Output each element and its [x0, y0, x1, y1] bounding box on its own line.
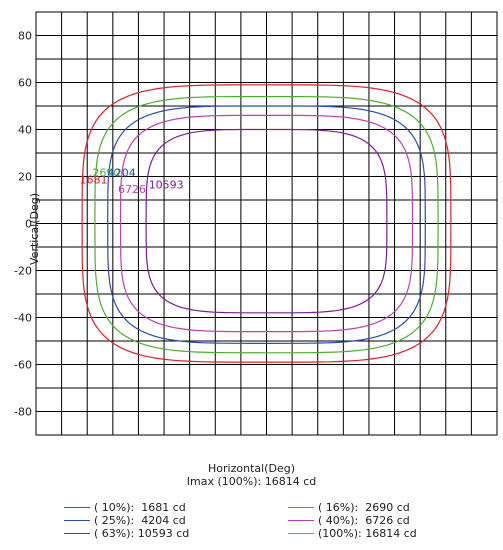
contour-line	[107, 105, 426, 344]
ticks: -80-60-40-20020406080806040200-20-40-60-…	[14, 30, 32, 419]
plot-frame	[35, 11, 498, 436]
legend-swatch	[288, 520, 314, 521]
grid	[36, 12, 497, 435]
y-tick-label: -20	[14, 265, 32, 278]
legend-label: ( 25%): 4204 cd	[94, 514, 186, 527]
legend-entry: ( 40%): 6726 cd	[288, 514, 410, 527]
contour-label: 1681	[80, 174, 108, 187]
legend-swatch	[288, 507, 314, 508]
imax-subtitle: Imax (100%): 16814 cd	[186, 475, 317, 488]
y-tick-label: -40	[14, 312, 32, 325]
contour-label: 10593	[149, 178, 184, 191]
legend-entry: ( 25%): 4204 cd	[64, 514, 186, 527]
y-tick-label: 60	[18, 77, 32, 90]
contour-label: 2690	[92, 167, 120, 180]
contour-line	[145, 128, 388, 314]
legend-label: ( 16%): 2690 cd	[318, 501, 410, 514]
y-tick-label: -60	[14, 359, 32, 372]
legend-swatch	[288, 533, 314, 534]
y-tick-label: 0	[25, 218, 32, 231]
y-tick-label: 20	[18, 171, 32, 184]
legend-label: ( 63%): 10593 cd	[94, 527, 190, 540]
contour-line	[94, 95, 439, 354]
y-axis-title: Vertical(Deg)	[28, 193, 41, 265]
contour-label: 6726	[118, 183, 146, 196]
legend-swatch	[64, 507, 90, 508]
y-tick-label: -80	[14, 406, 32, 419]
legend-label: ( 40%): 6726 cd	[318, 514, 410, 527]
y-tick-label: 40	[18, 124, 32, 137]
legend-entry: (100%): 16814 cd	[288, 527, 417, 540]
contour-label: 4204	[108, 167, 136, 180]
contours	[81, 84, 452, 363]
contour-line	[81, 84, 452, 363]
x-axis-title: Horizontal(Deg)	[208, 462, 295, 475]
legend-entry: ( 10%): 1681 cd	[64, 501, 186, 514]
legend-label: ( 10%): 1681 cd	[94, 501, 186, 514]
y-tick-label: 80	[18, 30, 32, 43]
legend-entry: ( 16%): 2690 cd	[288, 501, 410, 514]
legend-entry: ( 63%): 10593 cd	[64, 527, 189, 540]
contour-line	[119, 114, 414, 333]
legend-label: (100%): 16814 cd	[318, 527, 417, 540]
legend-swatch	[64, 520, 90, 521]
legend-swatch	[64, 533, 90, 534]
